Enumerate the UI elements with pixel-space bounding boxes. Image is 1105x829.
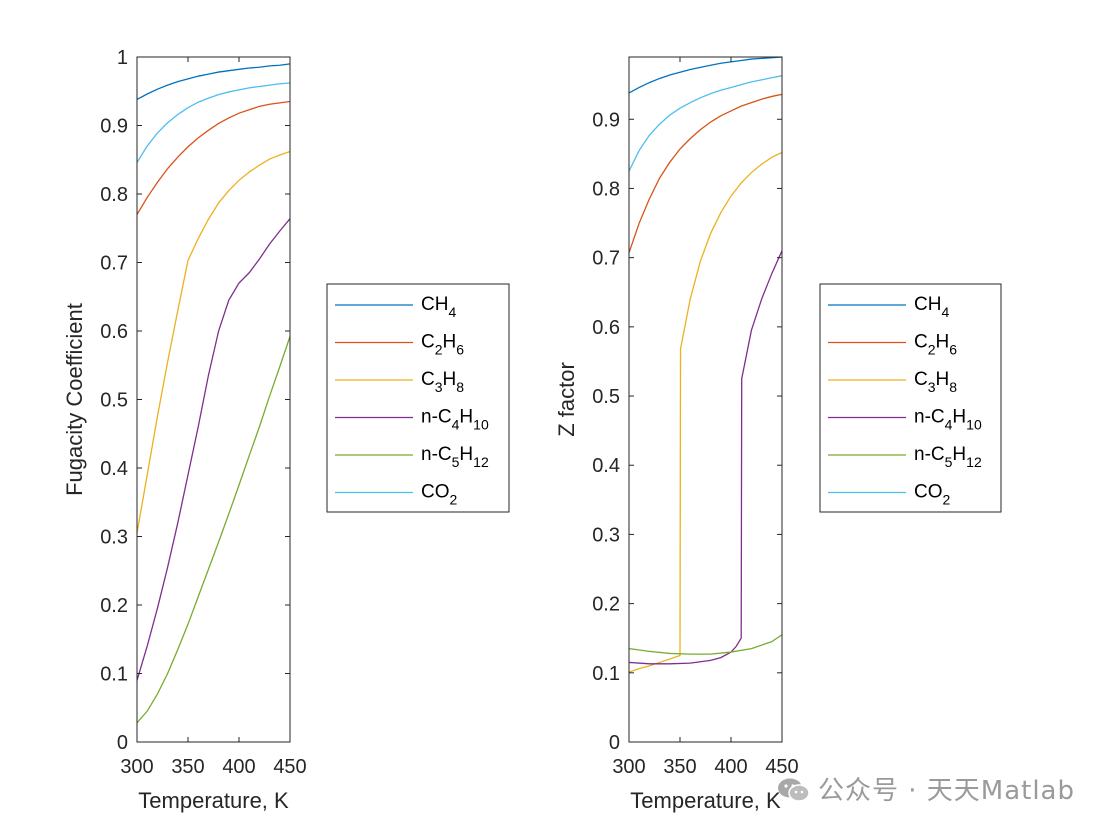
series-line-n-C4H10 [136, 218, 291, 681]
legend-box [326, 283, 510, 513]
legend-entry-n-C5H12: n-C5H12 [914, 444, 982, 470]
x-axis-label: Temperature, K [138, 788, 289, 813]
y-tick-label: 0.2 [592, 594, 620, 616]
series-line-C3H8 [136, 150, 291, 534]
axes-box [628, 56, 783, 743]
legend-entry-n-C4H10: n-C4H10 [421, 407, 489, 433]
y-tick-label: 0 [117, 732, 128, 754]
y-tick-label: 0.7 [100, 253, 128, 275]
plot-area [629, 57, 782, 742]
y-tick-label: 0.4 [592, 455, 620, 477]
series-line-CH4 [628, 56, 783, 94]
legend-entry-CH4: CH4 [421, 294, 456, 320]
legend-entry-C2H6: C2H6 [914, 332, 957, 358]
plot-area [137, 57, 290, 742]
legend-entry-n-C5H12: n-C5H12 [421, 444, 489, 470]
legend-entry-n-C4H10: n-C4H10 [914, 407, 982, 433]
x-tick-label: 350 [663, 756, 696, 778]
legend-entry-C3H8: C3H8 [914, 369, 957, 395]
series-line-CO2 [136, 82, 291, 163]
y-axis-label: Z factor [554, 362, 579, 437]
series-line-n-C4H10 [628, 250, 783, 665]
y-tick-label: 0.3 [592, 524, 620, 546]
x-axis-label: Temperature, K [630, 788, 781, 813]
series-line-C2H6 [136, 100, 291, 215]
series-line-n-C5H12 [136, 336, 291, 724]
y-tick-label: 0.5 [592, 386, 620, 408]
y-tick-label: 0.3 [100, 527, 128, 549]
y-tick-label: 0.1 [100, 664, 128, 686]
y-tick-label: 0.4 [100, 458, 128, 480]
x-tick-label: 300 [120, 756, 153, 778]
y-tick-label: 0.9 [100, 116, 128, 138]
x-tick-label: 400 [714, 756, 747, 778]
y-tick-label: 0 [609, 732, 620, 754]
x-tick-label: 350 [171, 756, 204, 778]
legend-entry-CO2: CO2 [914, 482, 951, 508]
y-tick-label: 0.5 [100, 390, 128, 412]
y-tick-label: 0.1 [592, 663, 620, 685]
x-tick-label: 450 [765, 756, 798, 778]
x-tick-label: 300 [612, 756, 645, 778]
y-tick-label: 0.8 [592, 178, 620, 200]
legend-entry-CH4: CH4 [914, 294, 949, 320]
legend: CH4 C2H6 C3H8 n-C4H10 n-C5H12 CO2 [819, 283, 1002, 513]
series-line-CO2 [628, 75, 783, 172]
legend-entry-CO2: CO2 [421, 482, 458, 508]
watermark-text: 公众号 · 天天Matlab [817, 776, 1075, 806]
legend-entry-C2H6: C2H6 [421, 332, 464, 358]
watermark: 公众号 · 天天Matlab [776, 770, 1075, 807]
chart-zfactor: 300 350 400 450 0 0.1 0.2 0.3 0.4 0.5 0.6 0.7 0.8 0.9… [554, 56, 1002, 813]
y-tick-label: 0.2 [100, 595, 128, 617]
legend-entry-C3H8: C3H8 [421, 369, 464, 395]
series-line-C2H6 [628, 93, 783, 254]
wechat-icon [777, 778, 810, 802]
chart-fugacity: 300 350 400 450 0 0.1 0.2 0.3 0.4 0.5 0.6 0.7 0.8 0.9… [62, 47, 510, 813]
y-axis-label: Fugacity Coefficient [62, 303, 87, 496]
series-line-n-C5H12 [628, 634, 783, 655]
x-tick-label: 400 [222, 756, 255, 778]
series-line-CH4 [136, 63, 291, 101]
y-tick-label: 0.6 [592, 317, 620, 339]
y-tick-label: 0.9 [592, 109, 620, 131]
legend-box [819, 283, 1002, 513]
y-tick-label: 0.7 [592, 248, 620, 270]
y-tick-label: 0.6 [100, 321, 128, 343]
legend: CH4 C2H6 C3H8 n-C4H10 n-C5H12 CO2 [326, 283, 510, 513]
x-tick-label: 450 [273, 756, 306, 778]
y-tick-label: 0.8 [100, 184, 128, 206]
y-tick-label: 1 [117, 47, 128, 69]
